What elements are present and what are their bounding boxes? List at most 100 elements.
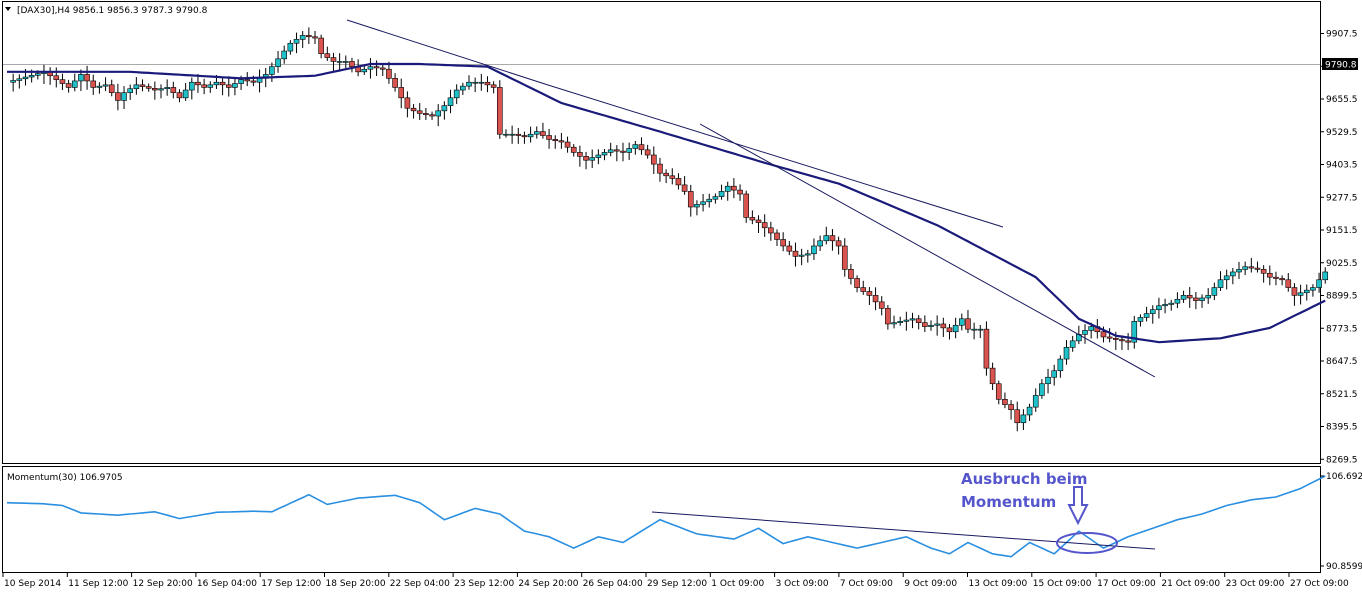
candle-bull — [460, 85, 466, 91]
candle-bear — [564, 141, 571, 148]
candle-bear — [386, 68, 392, 79]
momentum-tick-label: 90.8599 — [1326, 562, 1362, 572]
candle-bull — [367, 66, 374, 70]
candle-bull — [102, 84, 109, 87]
candle-bear — [392, 78, 398, 88]
candle-bear — [306, 35, 312, 38]
candle-bear — [225, 84, 232, 88]
candle-bear — [145, 86, 152, 89]
time-tick-label: 26 Sep 04:00 — [583, 579, 643, 589]
candle-bull — [478, 81, 485, 84]
price-badge-bg — [1322, 58, 1358, 70]
candle-bull — [712, 196, 719, 200]
candle-bear — [170, 87, 177, 93]
candle-bear — [1254, 267, 1261, 270]
candle-bull — [281, 50, 288, 60]
candle-bull — [441, 105, 448, 112]
candle-bull — [718, 191, 725, 197]
annotation-line-2: Momentum — [961, 493, 1056, 511]
candle-bull — [238, 79, 244, 84]
candle-bull — [1051, 370, 1057, 378]
candle-bear — [669, 175, 676, 179]
candle-bull — [127, 88, 133, 93]
candle-bear — [108, 84, 115, 93]
candle-bull — [71, 80, 78, 88]
candle-bear — [614, 149, 620, 152]
candle-bull — [1088, 326, 1094, 331]
candle-bear — [675, 178, 682, 186]
candle-bull — [28, 75, 35, 78]
price-tick-label: 8269.5 — [1326, 455, 1358, 465]
candle-bear — [139, 84, 146, 87]
candle-bull — [133, 84, 140, 90]
candle-bull — [435, 110, 442, 117]
candle-bull — [1143, 313, 1150, 318]
candle-bull — [1082, 330, 1088, 335]
candle-bear — [878, 301, 885, 309]
moving-average-line — [7, 62, 1326, 344]
price-tick-label: 9025.5 — [1326, 259, 1358, 269]
candle-bear — [835, 240, 842, 247]
candle-bull — [509, 133, 515, 136]
momentum-trendline[interactable] — [651, 511, 1156, 550]
time-tick-label: 11 Sep 12:00 — [68, 579, 128, 589]
price-tick-label: 9151.5 — [1326, 226, 1358, 236]
candle-bear — [219, 81, 226, 86]
candle-bull — [207, 84, 214, 88]
candle-bear — [792, 250, 799, 257]
time-tick-label: 23 Sep 12:00 — [454, 579, 514, 589]
price-tick-label: 8773.5 — [1326, 324, 1358, 334]
candle-bear — [737, 189, 743, 195]
momentum-line — [6, 475, 1326, 558]
candle-bear — [1279, 278, 1285, 281]
price-tick-label: 8899.5 — [1326, 292, 1358, 302]
candle-bear — [860, 287, 867, 292]
candle-bull — [164, 87, 170, 90]
candle-bear — [663, 172, 669, 177]
candle-bear — [872, 295, 879, 303]
breakout-arrow-icon — [1067, 486, 1089, 526]
candle-bull — [1162, 304, 1168, 307]
candle-bear — [983, 328, 990, 369]
candle-bull — [269, 66, 275, 75]
candle-bear — [515, 133, 522, 136]
candle-bull — [453, 89, 460, 99]
time-tick-label: 27 Oct 09:00 — [1290, 579, 1349, 589]
candle-bull — [928, 324, 934, 327]
trendline-upper-extension[interactable] — [547, 84, 1004, 228]
candle-bear — [768, 227, 774, 234]
candle-bear — [989, 367, 996, 385]
trendline-upper[interactable] — [346, 19, 549, 86]
candle-bear — [922, 322, 928, 327]
candle-bull — [1069, 340, 1076, 348]
candle-bull — [293, 39, 300, 44]
candle-bear — [681, 184, 688, 192]
candle-bull — [909, 318, 916, 321]
symbol-header: [DAX30],H4 9856.1 9856.3 9787.3 9790.8 — [17, 6, 208, 16]
candle-bear — [84, 74, 90, 82]
candle-bull — [1316, 279, 1322, 288]
candle-bull — [527, 133, 534, 138]
trendline-lower[interactable] — [699, 123, 1156, 378]
candle-bear — [1260, 269, 1267, 274]
price-tick-label: 8395.5 — [1326, 423, 1358, 433]
candle-bear — [848, 269, 854, 279]
candle-bull — [78, 74, 84, 82]
candle-bear — [1125, 340, 1131, 343]
candle-bull — [533, 131, 540, 135]
candle-bull — [1205, 295, 1211, 299]
candle-bull — [607, 149, 614, 153]
candle-bear — [176, 92, 183, 99]
collapse-arrow-icon[interactable] — [5, 7, 11, 11]
candle-bear — [330, 57, 337, 62]
candle-bull — [189, 81, 195, 91]
candle-bull — [1217, 279, 1224, 288]
candle-bull — [891, 322, 897, 325]
candle-bull — [958, 318, 965, 326]
candle-bear — [1186, 295, 1193, 299]
candle-bull — [361, 68, 368, 73]
candle-bull — [632, 144, 639, 149]
candle-bull — [897, 321, 904, 323]
time-tick-label: 17 Oct 09:00 — [1097, 579, 1156, 589]
time-axis: 10 Sep 2014 11 Sep 12:00 12 Sep 20:00 16 Se… — [2, 573, 1349, 589]
